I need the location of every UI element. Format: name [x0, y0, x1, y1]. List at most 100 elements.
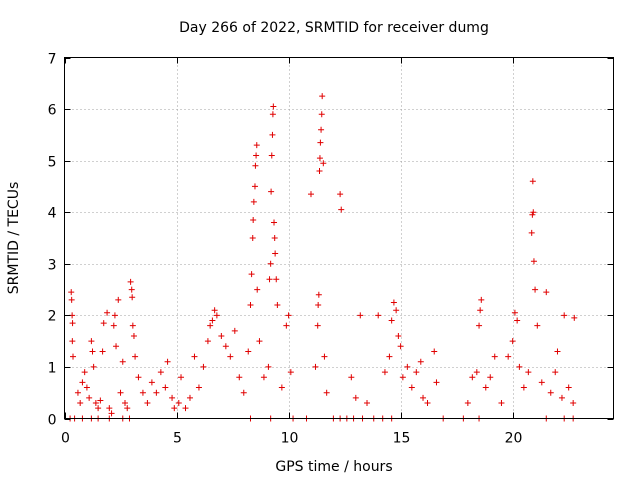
data-point: [70, 353, 77, 360]
x-tick-label: 20: [505, 431, 523, 447]
data-point: [200, 363, 207, 370]
data-point: [81, 369, 88, 376]
data-point: [278, 384, 285, 391]
data-point: [397, 343, 404, 350]
data-point: [218, 332, 225, 339]
data-point: [83, 384, 90, 391]
data-point: [162, 384, 169, 391]
data-point: [269, 131, 276, 138]
data-point: [267, 260, 274, 267]
data-point: [420, 394, 427, 401]
axis-ticks: 0 1 2 3 4 5 6 7 0 5 10 15 20: [48, 52, 614, 447]
data-point: [130, 332, 137, 339]
data-point: [144, 400, 151, 407]
data-point: [69, 320, 76, 327]
data-point: [211, 307, 218, 314]
y-tick-label: 7: [48, 52, 57, 68]
y-tick-label: 5: [48, 155, 57, 171]
data-point: [99, 348, 106, 355]
x-tick-label: 5: [173, 431, 182, 447]
x-tick-label: 10: [281, 431, 299, 447]
data-point: [478, 296, 485, 303]
data-point: [100, 320, 107, 327]
data-point: [318, 111, 325, 118]
data-point: [530, 209, 537, 216]
data-point: [268, 152, 275, 159]
data-point: [538, 379, 545, 386]
data-point: [570, 400, 577, 407]
data-point: [124, 405, 131, 412]
data-point: [529, 211, 536, 218]
data-point: [236, 374, 243, 381]
data-point: [247, 302, 254, 309]
y-tick-label: 0: [48, 413, 57, 429]
data-point: [270, 103, 277, 110]
data-point: [547, 389, 554, 396]
data-point: [132, 353, 139, 360]
data-point: [74, 389, 81, 396]
data-point: [274, 302, 281, 309]
data-point: [186, 394, 193, 401]
data-point: [164, 358, 171, 365]
data-point: [139, 389, 146, 396]
data-point: [115, 296, 122, 303]
data-point: [565, 384, 572, 391]
y-axis-label: SRMTID / TECUs: [6, 182, 22, 295]
data-point: [129, 294, 136, 301]
data-point: [511, 309, 518, 316]
data-point: [245, 348, 252, 355]
data-point: [86, 394, 93, 401]
data-point: [69, 338, 76, 345]
data-point: [227, 353, 234, 360]
data-point: [323, 389, 330, 396]
data-point: [285, 312, 292, 319]
data-point: [249, 235, 256, 241]
data-point: [169, 394, 176, 401]
y-tick-label: 3: [48, 258, 57, 274]
data-point: [283, 322, 290, 329]
data-point: [113, 343, 120, 350]
data-point: [250, 198, 257, 205]
data-point: [417, 358, 424, 365]
data-point: [381, 369, 388, 376]
data-point: [312, 363, 319, 370]
data-point: [318, 126, 325, 133]
data-point: [251, 183, 258, 190]
data-point: [514, 317, 521, 324]
data-point: [498, 400, 505, 407]
data-point: [482, 384, 489, 391]
data-point: [89, 348, 96, 355]
data-point: [525, 369, 532, 376]
data-point: [256, 338, 263, 345]
data-point: [108, 410, 115, 417]
plot-frame: [64, 57, 614, 419]
data-point: [79, 379, 86, 386]
data-point: [509, 338, 516, 345]
data-point: [554, 348, 561, 355]
data-point: [395, 332, 402, 339]
data-point: [477, 307, 484, 314]
data-point: [487, 374, 494, 381]
data-point: [97, 397, 104, 404]
data-point: [178, 374, 185, 381]
data-point: [408, 384, 415, 391]
data-point: [182, 405, 189, 412]
data-point: [337, 191, 344, 198]
data-point: [110, 322, 117, 329]
data-point: [153, 389, 160, 396]
data-point: [129, 322, 136, 329]
data-point: [92, 400, 99, 407]
data-point: [320, 160, 327, 167]
y-tick-label: 1: [48, 361, 57, 377]
grid: [64, 57, 614, 419]
data-point: [231, 327, 238, 334]
data-point: [195, 384, 202, 391]
data-point: [204, 338, 211, 345]
data-point: [424, 400, 431, 407]
data-point: [271, 235, 278, 241]
data-point: [119, 358, 126, 365]
data-point: [250, 216, 257, 223]
data-point: [95, 405, 102, 412]
data-point: [316, 167, 323, 174]
data-point: [90, 363, 97, 370]
